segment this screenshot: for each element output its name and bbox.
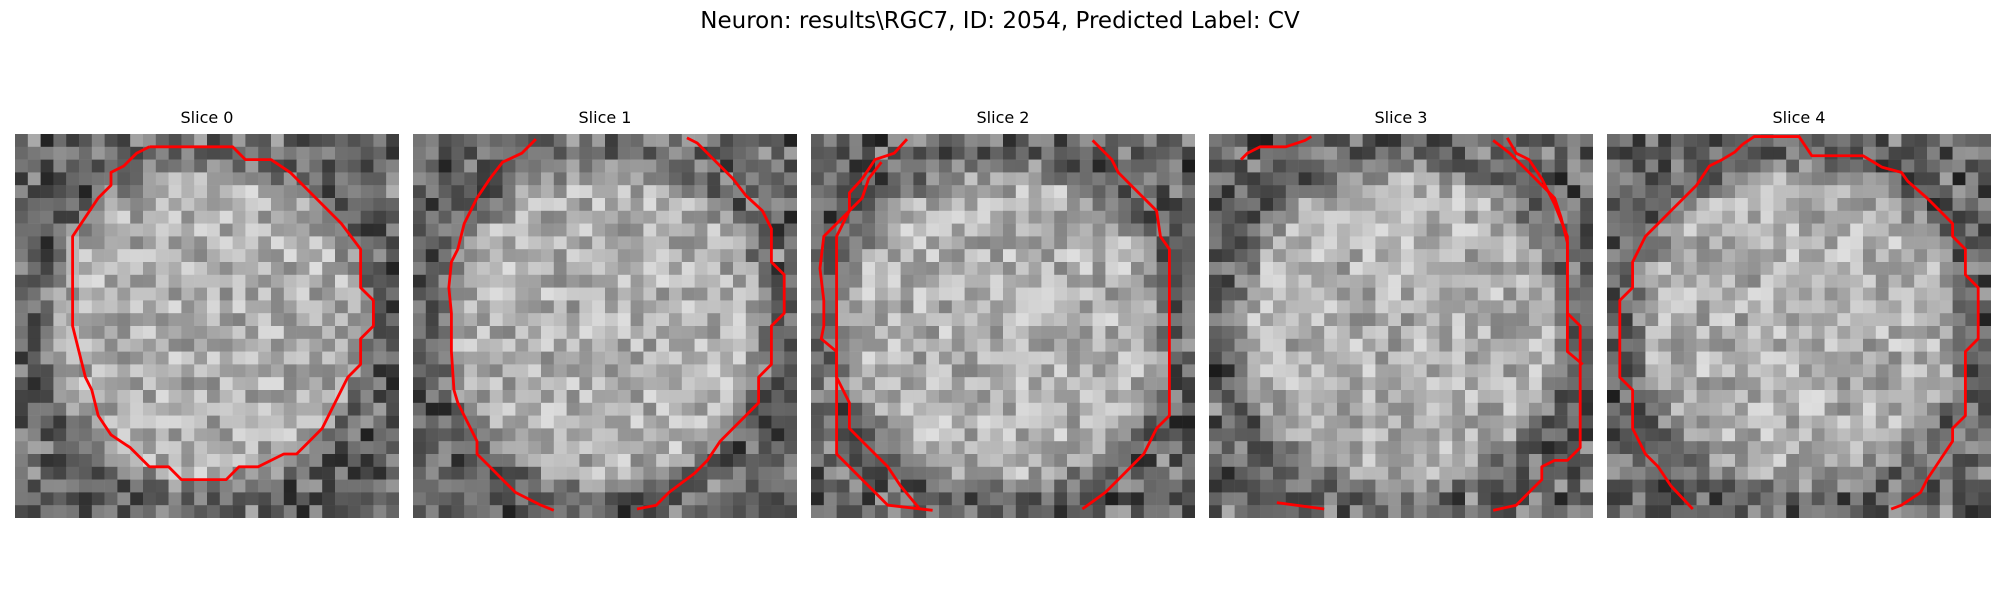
contour-line [636, 136, 786, 511]
slice-image [1209, 134, 1593, 518]
slice-image [15, 134, 399, 518]
contour-line [818, 138, 921, 510]
slice-image [1607, 134, 1991, 518]
contour-line [835, 161, 933, 512]
contour-line [1081, 139, 1171, 511]
slice-title: Slice 1 [578, 108, 632, 127]
contour-line [1741, 135, 1980, 511]
slice-title: Slice 0 [180, 108, 234, 127]
contour-line [447, 138, 555, 512]
slice-title: Slice 4 [1772, 108, 1826, 127]
contour-line [1240, 135, 1313, 161]
slice-image [413, 134, 797, 518]
slice-image [811, 134, 1195, 518]
slice-title: Slice 3 [1374, 108, 1428, 127]
contour-line [1492, 139, 1584, 366]
contour-line [71, 145, 375, 482]
figure-title: Neuron: results\RGC7, ID: 2054, Predicte… [700, 8, 1300, 34]
contour-line [1492, 137, 1582, 512]
contour-line [1618, 143, 1744, 511]
slice-title: Slice 2 [976, 108, 1030, 127]
contour-line [1276, 501, 1325, 511]
